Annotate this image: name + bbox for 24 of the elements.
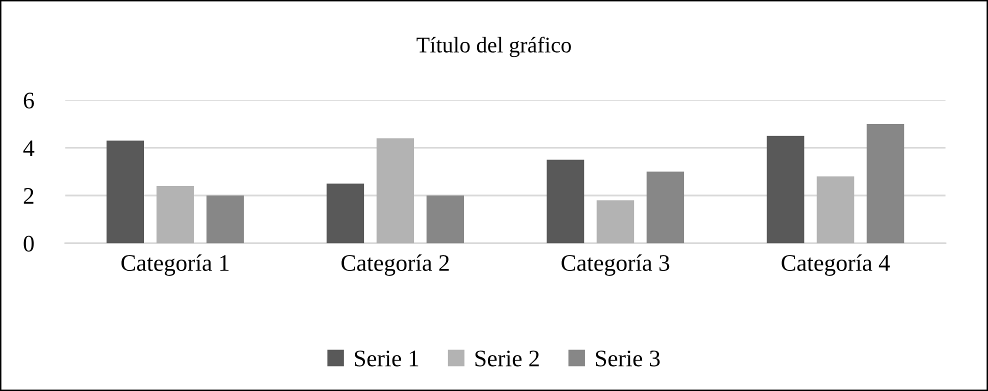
bar xyxy=(206,196,244,244)
bar xyxy=(376,138,414,244)
bar xyxy=(426,196,464,244)
legend-label: Serie 3 xyxy=(596,350,660,366)
bar xyxy=(816,176,854,244)
x-tick-label: Categoría 3 xyxy=(562,254,670,276)
bar xyxy=(106,140,144,244)
bar xyxy=(596,200,634,244)
bar xyxy=(866,124,904,244)
legend-label: Serie 2 xyxy=(475,350,539,366)
x-tick-label: Categoría 1 xyxy=(121,254,229,276)
bar xyxy=(646,172,684,244)
y-tick-label: 4 xyxy=(23,140,34,156)
x-tick-label: Categoría 4 xyxy=(782,254,890,276)
bar xyxy=(156,186,194,244)
legend-label: Serie 1 xyxy=(354,350,418,366)
y-tick-label: 6 xyxy=(24,92,34,109)
bar xyxy=(326,184,364,244)
bar xyxy=(546,160,584,244)
y-tick-label: 0 xyxy=(24,236,34,252)
x-tick-label: Categoría 2 xyxy=(342,254,449,276)
bar xyxy=(766,136,804,244)
chart-title: Título del gráfico xyxy=(416,36,571,58)
y-tick-label: 2 xyxy=(24,188,34,204)
